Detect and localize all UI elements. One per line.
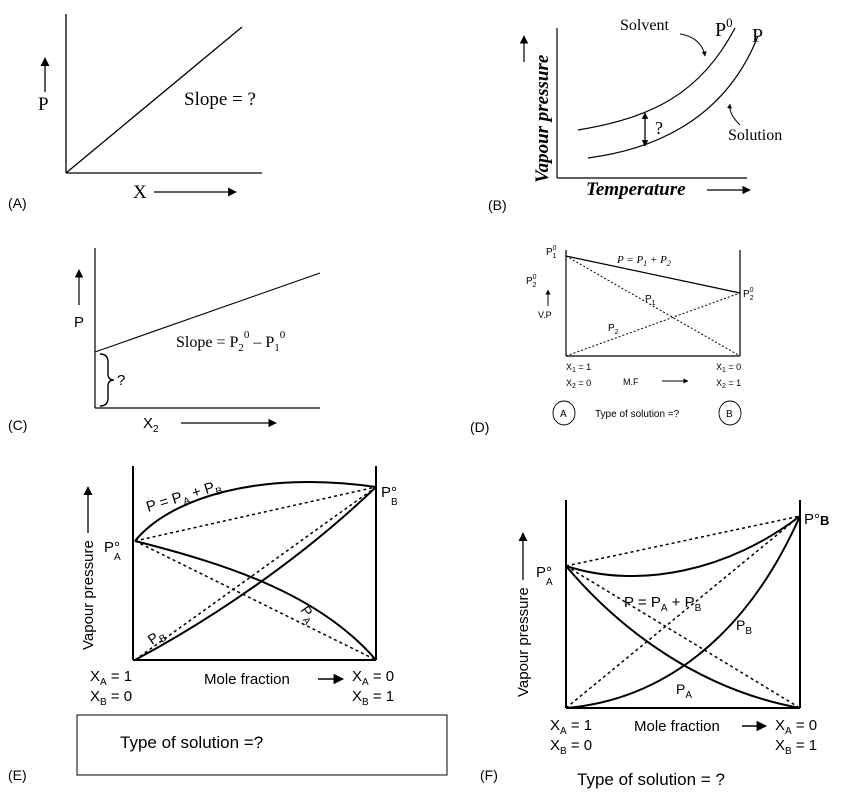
panel-f-pb0-label: P°B [804, 511, 829, 528]
panel-b-solution-curve [587, 35, 759, 159]
panel-a-slope-text: Slope = ? [184, 89, 256, 110]
panel-e-type-box [76, 714, 448, 776]
panel-e-total-curve [134, 481, 377, 542]
panel-a-x-label: X [133, 182, 147, 203]
panel-d-vp-label: V.P [538, 310, 552, 320]
panel-d-circle-b-label: B [726, 409, 733, 420]
panel-d-circle-a [552, 400, 576, 426]
panel-d-p2-0-right: P20 [743, 287, 754, 302]
panel-b-solution-pointer [726, 103, 741, 126]
panel-c-brace [99, 353, 115, 407]
panel-e-ideal-pb-line [134, 486, 377, 661]
panel-a: P X Slope = ? (A) [8, 14, 262, 211]
panel-f-pa-curve-label: PA [676, 681, 692, 701]
panel-d-circle-b [718, 400, 742, 426]
panel-f-xb-right: XB = 1 [775, 737, 817, 757]
panel-f-mf-label: Mole fraction [634, 718, 720, 735]
panel-f-ideal-pa-line [565, 565, 801, 709]
panel-d-p2-line [565, 292, 741, 357]
panel-c-question: ? [117, 372, 125, 389]
panel-e-pb-curve [134, 486, 377, 661]
panel-a-y-label: P [38, 94, 49, 115]
panel-e-ideal-total-line [134, 486, 377, 542]
panel-a-line [65, 26, 243, 174]
panel-f-pa0-label: P° A [536, 564, 553, 588]
panel-f-ideal-pb-line [565, 515, 801, 709]
panel-d-circle-a-label: A [560, 409, 567, 420]
panel-f-xa-right: XA = 0 [775, 717, 817, 737]
panel-e-xa-left: XA = 1 [90, 668, 132, 688]
panel-c: P ? Slope = P20 – P10 X2 (C) [8, 248, 321, 435]
panel-d-p1-curve-label: P1 [645, 294, 656, 307]
panel-d-total-eq: P = P1 + P2 [616, 254, 671, 268]
panel-f-pb-curve [565, 515, 801, 709]
panel-a-label: (A) [8, 195, 27, 211]
panel-e-pa0-label: P° A [104, 539, 121, 563]
panel-f-total-curve [565, 515, 801, 578]
panel-e-xa-right: XA = 0 [352, 668, 394, 688]
panel-e-y-label: Vapour pressure [80, 540, 97, 650]
panel-e-type-text: Type of solution =? [120, 733, 263, 752]
panel-b-question: ? [655, 118, 663, 138]
panel-c-slope-text: Slope = P20 – P10 [176, 329, 286, 354]
panel-e-pb0-label: P° B [381, 484, 398, 508]
panel-d-x2-right: X2 = 1 [716, 378, 741, 390]
panel-c-line [94, 272, 321, 353]
panel-f-total-eq: P = PA + PB [624, 594, 702, 614]
panel-b-label: (B) [488, 197, 507, 213]
panel-f-type-text: Type of solution = ? [577, 770, 725, 789]
panel-c-label: (C) [8, 417, 27, 433]
panel-f-pb-curve-label: PB [736, 617, 752, 637]
panel-f-xb-left: XB = 0 [550, 737, 592, 757]
panel-e-total-eq: P = PA + PB [144, 477, 224, 519]
panel-f-label: (F) [480, 767, 498, 783]
panel-d-p1-line [565, 255, 741, 357]
panel-e: P° A P° B P = PA + PB PA PB Vapour pressur… [8, 466, 448, 783]
panel-f-y-label: Vapour pressure [515, 587, 532, 697]
panel-e-xb-left: XB = 0 [90, 688, 132, 708]
panel-d-p1-0: P10 [546, 245, 557, 260]
panel-d-x1-left: X1 = 1 [566, 362, 591, 374]
panel-d-type-text: Type of solution =? [595, 409, 680, 420]
panel-d: P10 P20 V.P P20 P = P1 + P2 P1 P2 X1 = 1… [470, 245, 754, 435]
panel-e-pa-curve [134, 540, 377, 661]
panel-b-p-label: P [752, 25, 763, 47]
panel-b-solution-label: Solution [728, 127, 782, 144]
panel-e-pa-curve-label: PA [294, 603, 320, 628]
panel-f-xa-left: XA = 1 [550, 717, 592, 737]
panel-b: ? Solvent P0 P Solution Vapour pressure … [488, 15, 782, 213]
panel-f: P° A P°B P = PA + PB PB PA Vapour pressur… [480, 500, 829, 789]
panel-f-pa-curve [565, 565, 801, 709]
panel-b-x-label: Temperature [586, 179, 686, 200]
panel-d-x2-left: X2 = 0 [566, 378, 591, 390]
panel-d-p2-curve-label: P2 [608, 323, 619, 336]
panel-d-p2-0-left: P20 [526, 274, 537, 289]
panel-d-label: (D) [470, 419, 489, 435]
panel-d-x1-right: X1 = 0 [716, 362, 741, 374]
panel-c-x-label: X2 [143, 415, 159, 435]
panel-e-mf-label: Mole fraction [204, 671, 290, 688]
panel-b-p0-label: P0 [715, 15, 733, 41]
panel-e-xb-right: XB = 1 [352, 688, 394, 708]
panel-b-solvent-label: Solvent [620, 17, 669, 34]
panel-f-ideal-total-line [565, 515, 801, 567]
panel-e-ideal-pa-line [134, 540, 377, 661]
panel-c-y-label: P [74, 314, 84, 331]
panel-d-mf-label: M.F [623, 377, 639, 387]
panel-b-y-label: Vapour pressure [532, 54, 553, 183]
panel-d-total-line [565, 255, 741, 294]
panel-b-solvent-curve [577, 27, 736, 131]
panel-b-solvent-pointer [679, 33, 707, 57]
panel-e-label: (E) [8, 767, 27, 783]
